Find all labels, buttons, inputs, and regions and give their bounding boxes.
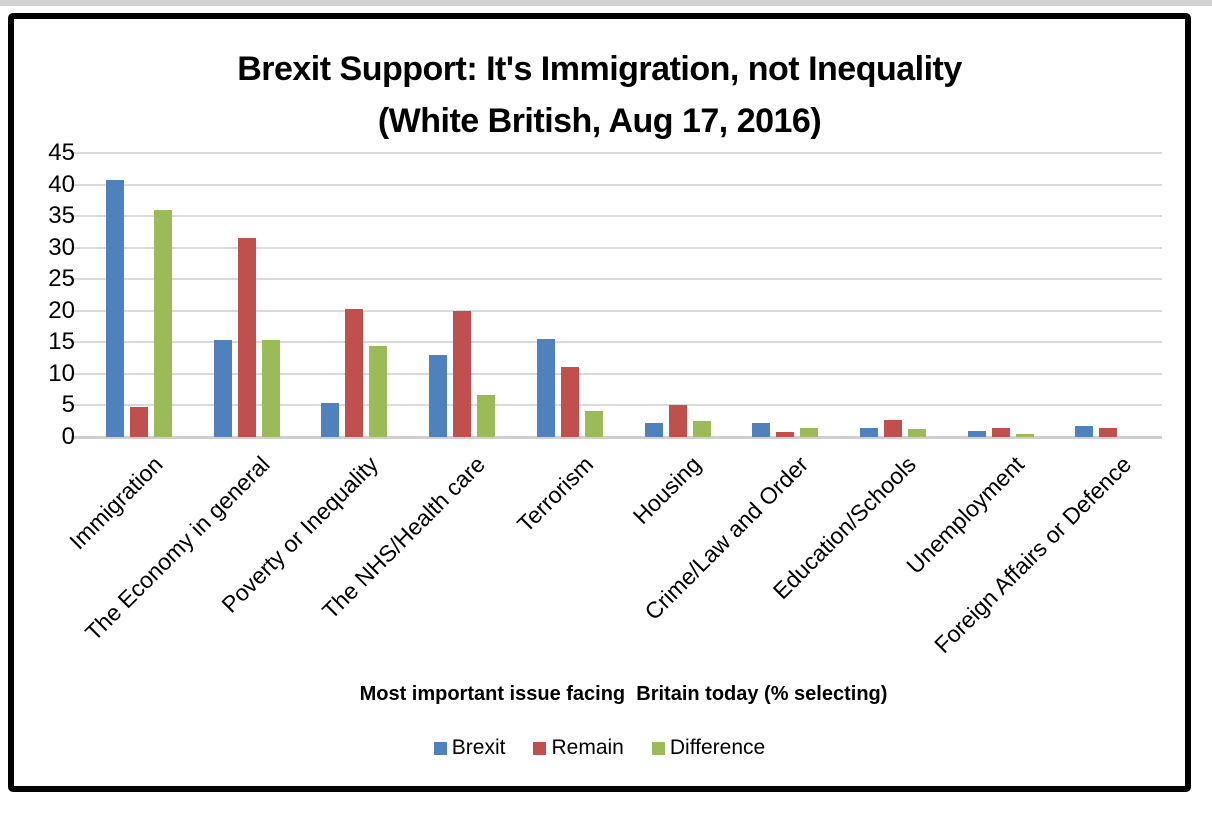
y-axis-tick-label: 45 <box>48 139 75 166</box>
x-axis-tick-label: Immigration <box>63 451 168 555</box>
bar-brexit <box>213 339 232 437</box>
x-axis-tick-label: Terrorism <box>511 451 599 538</box>
gridline <box>71 183 1162 186</box>
gridline <box>71 215 1162 218</box>
bar-difference <box>584 410 603 437</box>
gridline <box>71 152 1162 154</box>
plot-area <box>71 152 1162 439</box>
legend-label: Remain <box>551 736 624 759</box>
gridline <box>71 278 1162 281</box>
x-axis-tick-label: Foreign Affairs or Defence <box>929 451 1137 659</box>
bar-remain <box>560 366 579 437</box>
legend-label: Brexit <box>451 736 506 759</box>
bar-remain <box>776 431 795 437</box>
y-axis-tick-label: 25 <box>48 265 75 293</box>
bar-brexit <box>106 179 124 437</box>
legend-label: Difference <box>669 736 766 759</box>
bar-difference <box>907 429 926 437</box>
legend-item-brexit: Brexit <box>433 736 506 760</box>
bar-remain <box>991 427 1010 437</box>
x-axis-tick-label: Housing <box>627 451 706 530</box>
chart-frame: Brexit Support: It's Immigration, not In… <box>8 13 1191 792</box>
gridline <box>71 246 1162 249</box>
bar-brexit <box>644 423 663 437</box>
bar-remain <box>237 237 256 437</box>
x-axis-tick-label: The Economy in general <box>80 451 275 646</box>
gridline <box>71 309 1162 312</box>
legend-item-difference: Difference <box>651 736 766 760</box>
bar-difference <box>261 339 280 437</box>
x-axis-line <box>71 436 1162 439</box>
y-axis-tick-label: 35 <box>48 202 75 230</box>
bar-brexit <box>859 428 878 437</box>
y-axis-tick-label: 5 <box>61 391 75 419</box>
bar-brexit <box>429 354 448 437</box>
y-axis-tick-label: 40 <box>48 170 75 198</box>
bar-brexit <box>536 339 555 437</box>
bar-remain <box>453 310 472 437</box>
bar-difference <box>369 345 388 437</box>
chart-title-line2: (White British, Aug 17, 2016) <box>377 102 822 140</box>
bar-remain <box>1099 427 1118 437</box>
bar-difference <box>154 209 172 437</box>
bar-brexit <box>967 431 986 437</box>
bar-remain <box>883 419 902 437</box>
y-axis-tick-label: 30 <box>48 233 75 261</box>
bar-brexit <box>1075 425 1094 437</box>
chart-title-line1: Brexit Support: It's Immigration, not In… <box>237 50 962 88</box>
y-axis-tick-label: 0 <box>61 423 75 450</box>
bar-brexit <box>752 422 771 437</box>
chart-title: Brexit Support: It's Immigration, not In… <box>14 43 1185 147</box>
bar-difference <box>800 427 819 437</box>
bar-difference <box>1015 433 1034 437</box>
bar-difference <box>692 420 711 437</box>
bar-brexit <box>321 402 340 437</box>
legend-swatch-difference <box>651 741 665 755</box>
legend-swatch-remain <box>533 741 547 755</box>
bar-remain <box>668 405 687 437</box>
y-axis-tick-label: 10 <box>48 359 75 387</box>
x-axis-title: Most important issue facing Britain toda… <box>359 683 888 705</box>
y-axis-tick-label: 20 <box>48 296 75 324</box>
legend-item-remain: Remain <box>533 736 624 760</box>
top-strip <box>0 0 1212 6</box>
y-axis-tick-label: 15 <box>48 328 75 356</box>
gridline <box>71 372 1162 375</box>
bar-difference <box>477 394 496 437</box>
legend-swatch-brexit <box>433 741 447 755</box>
legend: Brexit Remain Difference <box>14 736 1185 760</box>
bar-remain <box>345 308 364 437</box>
gridline <box>71 404 1162 407</box>
gridline <box>71 341 1162 344</box>
bar-remain <box>130 406 148 437</box>
